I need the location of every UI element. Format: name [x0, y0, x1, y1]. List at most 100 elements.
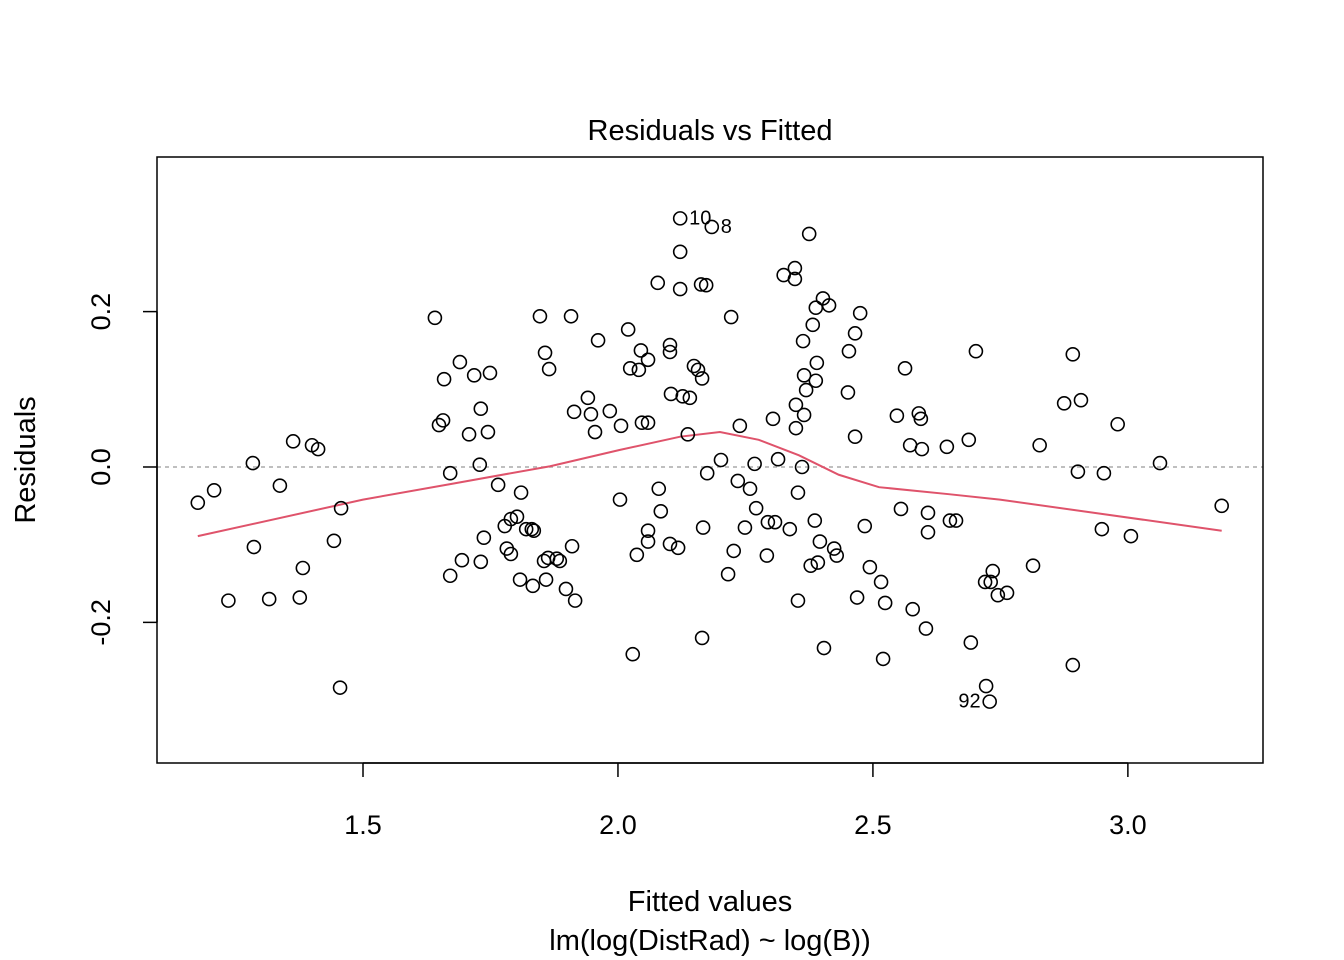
smooth-line [197, 431, 1222, 538]
data-point [452, 354, 468, 370]
data-point [622, 361, 638, 376]
data-point [920, 505, 936, 521]
data-point [558, 581, 574, 597]
data-point [978, 678, 994, 694]
data-point [541, 361, 557, 377]
data-point [1152, 455, 1168, 471]
data-point [795, 333, 811, 349]
data-point [905, 601, 920, 617]
data-point [999, 585, 1015, 601]
data-point [961, 432, 977, 448]
data-point [808, 300, 824, 316]
data-point [675, 388, 691, 404]
data-point [503, 546, 519, 562]
data-point [1025, 558, 1041, 573]
data-point [812, 534, 828, 549]
data-point [939, 439, 955, 455]
data-point [1214, 498, 1229, 514]
point-label: 8 [721, 216, 732, 238]
data-point [807, 513, 823, 528]
data-point [1094, 521, 1110, 537]
data-point [963, 635, 979, 650]
data-point [670, 540, 686, 556]
data-point [651, 481, 667, 497]
point-label: 10 [689, 207, 711, 229]
data-point [480, 424, 496, 440]
data-point [788, 420, 804, 436]
data-point [796, 407, 812, 423]
data-point [720, 566, 736, 582]
data-point [1110, 416, 1125, 432]
data-point [272, 478, 288, 493]
data-point [821, 298, 837, 313]
data-point [809, 355, 825, 371]
data-point [1065, 347, 1081, 362]
data-point [513, 485, 529, 500]
data-point [841, 343, 857, 359]
data-point [805, 317, 821, 333]
data-point [206, 482, 222, 498]
data-point [640, 415, 656, 431]
data-point [788, 397, 804, 413]
data-point [590, 333, 606, 348]
data-point [914, 441, 930, 457]
data-point [782, 521, 798, 537]
data-point [790, 485, 806, 500]
data-point [1070, 464, 1086, 479]
data-point [332, 680, 348, 695]
data-point [532, 308, 548, 324]
data-point [640, 523, 656, 539]
data-point [690, 362, 706, 378]
data-point [787, 260, 803, 276]
data-point [968, 343, 984, 359]
data-point [862, 559, 878, 575]
data-point [427, 310, 443, 326]
data-point [857, 518, 873, 534]
data-point [602, 403, 618, 419]
data-point [747, 456, 762, 472]
data-point [1065, 657, 1081, 673]
data-point [913, 411, 929, 427]
data-point [583, 406, 599, 422]
data-point [472, 457, 488, 472]
data-point [852, 305, 868, 321]
data-point [292, 590, 308, 605]
x-tick-label: 2.5 [854, 810, 892, 840]
data-point [473, 401, 489, 417]
data-point [737, 520, 753, 535]
data-point [742, 481, 758, 497]
data-point [808, 373, 824, 389]
data-point [695, 520, 711, 535]
data-point [246, 539, 262, 555]
data-point [662, 337, 678, 353]
data-point [918, 621, 934, 636]
data-point [983, 574, 999, 590]
data-point [875, 651, 891, 667]
data-point [512, 572, 528, 587]
data-point [326, 533, 342, 549]
data-point [436, 371, 452, 387]
data-point [634, 415, 650, 431]
y-tick-label: 0.0 [86, 448, 116, 486]
data-point [537, 345, 553, 361]
data-point [563, 308, 579, 324]
data-point [662, 344, 678, 360]
data-point [525, 578, 541, 594]
data-point [482, 365, 498, 381]
x-tick-label: 1.5 [344, 810, 382, 840]
data-point [798, 382, 814, 398]
data-point [759, 548, 775, 563]
data-point [285, 434, 301, 449]
data-point [694, 371, 710, 386]
chart-subtitle: lm(log(DistRad) ~ log(B)) [549, 925, 870, 957]
data-point [442, 568, 458, 584]
data-point [726, 543, 742, 559]
data-point [567, 593, 583, 608]
data-point [713, 452, 729, 468]
data-point [920, 524, 936, 540]
data-point [948, 513, 964, 528]
data-point [693, 277, 709, 292]
data-point [473, 554, 489, 570]
data-point [653, 503, 669, 519]
